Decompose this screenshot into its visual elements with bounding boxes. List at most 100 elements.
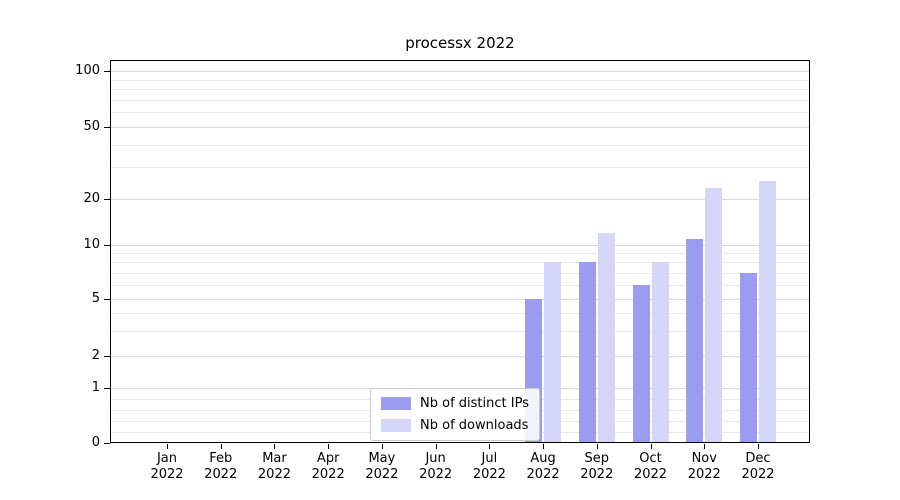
bar-distinct-ips-sep-2022	[578, 262, 596, 443]
bar-downloads-dec-2022	[759, 181, 776, 443]
x-tick-label-line: 2022	[580, 467, 614, 482]
x-tick-label-line: Feb	[209, 451, 233, 466]
y-tick-mark	[104, 299, 110, 300]
legend-label-downloads: Nb of downloads	[420, 418, 529, 433]
x-tick-label-line: Nov	[691, 451, 717, 466]
x-tick-label-line: Dec	[745, 451, 771, 466]
x-tick-label-line: 2022	[311, 467, 345, 482]
gridline-major	[111, 199, 809, 200]
x-tick-label: Oct 2022	[623, 451, 679, 483]
legend-label-distinct-ips: Nb of distinct IPs	[420, 396, 529, 411]
x-tick-label-line: 2022	[257, 467, 291, 482]
legend-swatch-downloads	[381, 419, 412, 432]
gridline-minor	[111, 89, 809, 91]
gridline-minor	[111, 99, 809, 101]
x-tick-label-line: 2022	[365, 467, 399, 482]
x-tick-label-line: 2022	[472, 467, 506, 482]
y-tick-label: 100	[75, 63, 100, 78]
gridline-minor	[111, 262, 809, 264]
x-tick-label-line: Aug	[530, 451, 556, 466]
gridline-major	[111, 127, 809, 128]
y-tick-label: 20	[83, 191, 100, 206]
x-tick-label-line: Oct	[639, 451, 662, 466]
y-tick-label: 5	[91, 291, 100, 306]
x-tick-label: Dec 2022	[730, 451, 786, 483]
x-tick-label-line: 2022	[150, 467, 184, 482]
x-tick-label-line: Jan	[156, 451, 178, 466]
y-tick-mark	[104, 71, 110, 72]
x-tick-label-line: Jul	[481, 451, 498, 466]
legend: Nb of distinct IPs Nb of downloads	[370, 388, 540, 441]
y-tick-mark	[104, 245, 110, 246]
x-tick-label-line: 2022	[419, 467, 453, 482]
x-tick-label-line: 2022	[741, 467, 775, 482]
x-tick-mark	[543, 444, 545, 449]
y-tick-label: 1	[91, 380, 100, 395]
x-tick-mark	[758, 444, 759, 449]
y-tick-label: 50	[83, 119, 100, 134]
x-tick-mark	[167, 444, 168, 449]
gridline-major	[111, 356, 809, 357]
gridline-minor	[111, 272, 809, 274]
x-tick-mark	[704, 444, 706, 449]
y-tick-mark	[104, 127, 110, 128]
x-tick-mark	[650, 444, 652, 449]
gridline-minor	[111, 330, 809, 332]
x-tick-label: Jul 2022	[461, 451, 517, 483]
gridline-minor	[111, 167, 809, 169]
bar-distinct-ips-nov-2022	[686, 238, 704, 443]
x-tick-label: Apr 2022	[300, 451, 356, 483]
x-tick-mark	[435, 444, 437, 449]
gridline-minor	[111, 284, 809, 286]
x-tick-label: Mar 2022	[246, 451, 302, 483]
x-tick-label: Jan 2022	[139, 451, 195, 483]
y-tick-label: 10	[83, 237, 100, 252]
x-tick-label-line: Sep	[584, 451, 610, 466]
y-tick-mark	[104, 443, 110, 444]
x-tick-label-line: 2022	[687, 467, 721, 482]
x-tick-label-line: 2022	[204, 467, 238, 482]
x-tick-mark	[381, 444, 383, 449]
y-tick-label: 0	[91, 435, 100, 450]
bar-downloads-oct-2022	[651, 262, 669, 443]
x-tick-label-line: Apr	[316, 451, 340, 466]
x-tick-label: Sep 2022	[569, 451, 625, 483]
bar-downloads-aug-2022	[544, 262, 562, 443]
y-tick-mark	[104, 388, 110, 389]
y-tick-mark	[104, 199, 110, 200]
gridline-minor	[111, 312, 809, 314]
legend-item-distinct-ips: Nb of distinct IPs	[381, 396, 529, 411]
x-tick-mark	[328, 444, 330, 449]
x-tick-label-line: 2022	[526, 467, 560, 482]
chart-title: processx 2022	[405, 34, 515, 52]
bar-distinct-ips-dec-2022	[740, 272, 757, 443]
x-tick-label-line: May	[368, 451, 396, 466]
y-tick-label: 2	[91, 348, 100, 363]
x-tick-label: Nov 2022	[676, 451, 732, 483]
gridline-minor	[111, 79, 809, 81]
legend-item-downloads: Nb of downloads	[381, 418, 529, 433]
bar-downloads-sep-2022	[597, 232, 615, 443]
gridline-minor	[111, 253, 809, 255]
x-tick-label-line: Jun	[425, 451, 446, 466]
legend-swatch-distinct-ips	[381, 397, 412, 410]
gridline-major	[111, 71, 809, 72]
x-tick-label: Aug 2022	[515, 451, 571, 483]
x-tick-mark	[596, 444, 598, 449]
x-tick-mark	[220, 444, 222, 449]
gridline-major	[111, 245, 809, 246]
x-tick-label-line: 2022	[633, 467, 668, 482]
x-tick-label: Feb 2022	[193, 451, 249, 483]
x-tick-mark	[274, 444, 276, 449]
x-tick-label: Jun 2022	[408, 451, 464, 483]
gridline-minor	[111, 144, 809, 146]
x-tick-mark	[489, 444, 491, 449]
y-tick-mark	[104, 356, 110, 357]
x-tick-label: May 2022	[354, 451, 410, 483]
bar-downloads-nov-2022	[705, 188, 723, 443]
gridline-major	[111, 299, 809, 300]
bar-distinct-ips-oct-2022	[632, 284, 650, 443]
gridline-minor	[111, 112, 809, 114]
x-tick-label-line: Mar	[262, 451, 287, 466]
